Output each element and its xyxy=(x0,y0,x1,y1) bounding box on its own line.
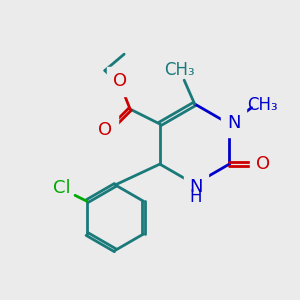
Text: CH₃: CH₃ xyxy=(164,61,195,79)
Text: CH₃: CH₃ xyxy=(247,96,277,114)
Text: N: N xyxy=(189,178,203,196)
Text: O: O xyxy=(256,155,270,173)
Text: O: O xyxy=(112,73,127,91)
Text: N: N xyxy=(227,113,241,131)
Text: H: H xyxy=(190,188,202,206)
Text: Cl: Cl xyxy=(53,179,70,197)
Text: O: O xyxy=(98,121,112,139)
